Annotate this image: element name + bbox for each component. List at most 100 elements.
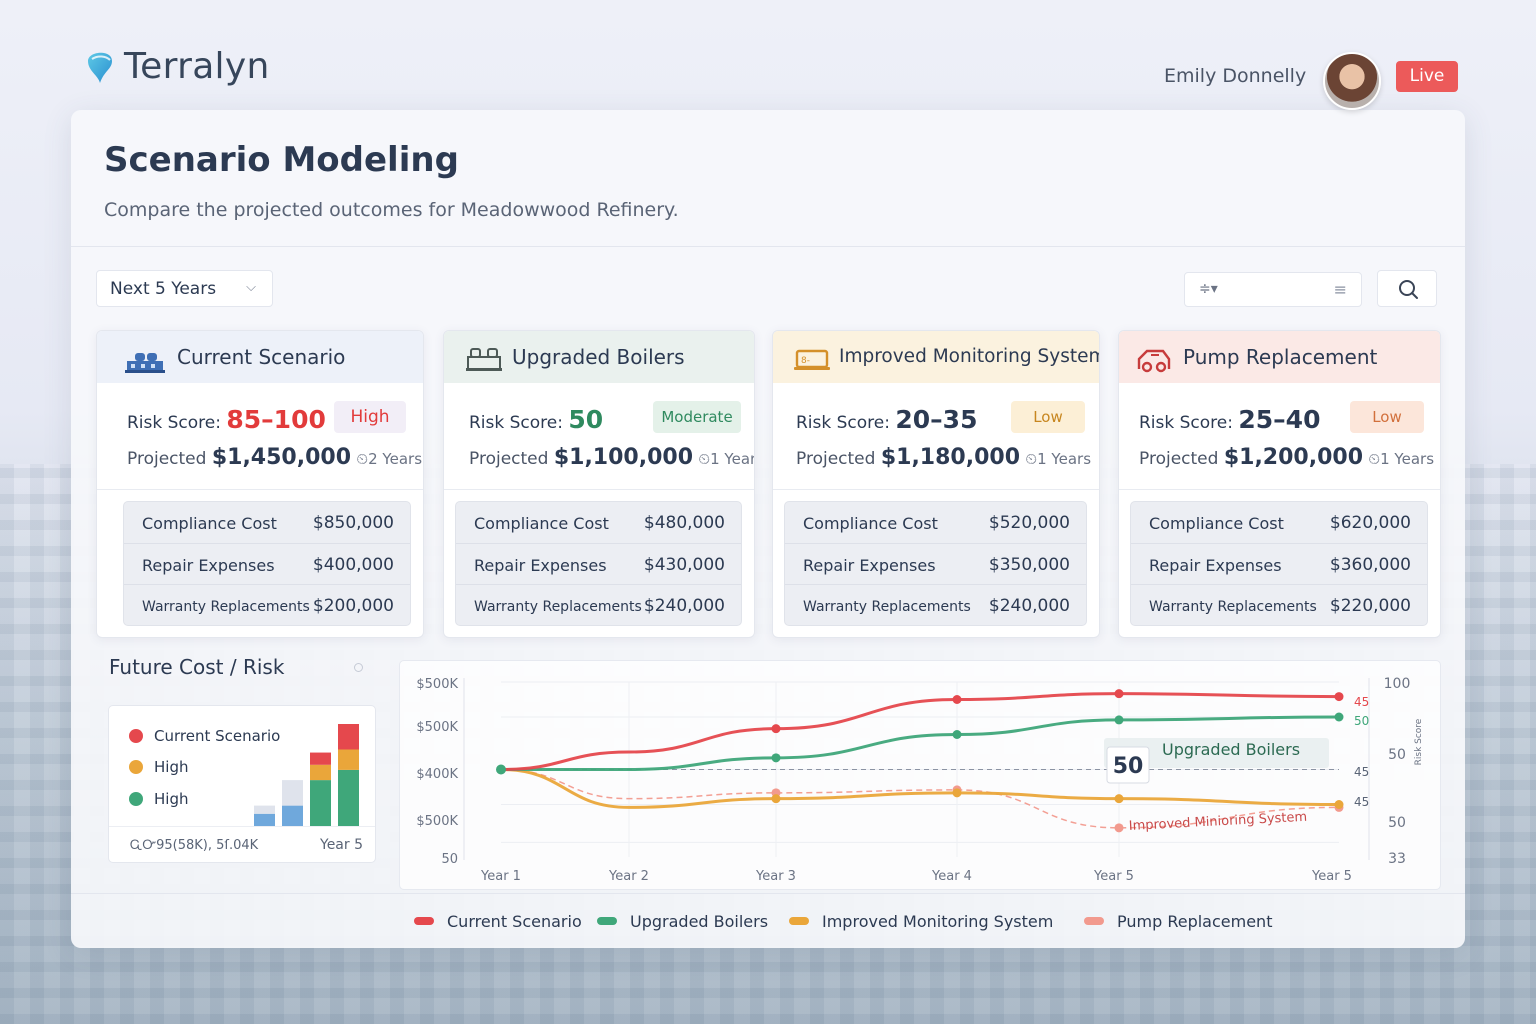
cost-label: Warranty Replacements — [142, 599, 310, 615]
stacked-bar-chart — [254, 724, 359, 826]
card-header: Upgraded Boilers — [444, 331, 754, 383]
projected-amount: $1,180,000 — [880, 445, 1021, 470]
cost-label: Compliance Cost — [1149, 514, 1284, 533]
card-divider — [773, 489, 1099, 490]
chevron-down-icon: ⌵ — [246, 280, 256, 295]
risk-label: Risk Score: — [127, 413, 221, 433]
legend-monitoring-system[interactable]: Improved Monitoring System — [789, 912, 1053, 931]
scenario-card-current[interactable]: Current Scenario Risk Score: 85–100 High… — [96, 330, 424, 638]
legend-item: High — [129, 790, 188, 808]
series-line — [500, 768, 1340, 809]
scenario-card-monitoring-system[interactable]: 8- Improved Monitoring System Risk Score… — [772, 330, 1100, 638]
card-title: Improved Monitoring System — [839, 346, 1100, 367]
avatar[interactable] — [1323, 52, 1381, 110]
future-summary-card: Current Scenario High High ᏩᏅ95(58K), 5ſ… — [108, 705, 376, 863]
cost-row: Compliance Cost $620,000 — [1131, 502, 1427, 543]
cost-label: Repair Expenses — [803, 556, 936, 575]
cost-row: Repair Expenses $430,000 — [456, 543, 741, 584]
bar-segment — [338, 769, 359, 826]
list-icon[interactable]: ≡ — [1333, 280, 1347, 299]
cost-value: $240,000 — [643, 596, 725, 616]
time-range-select[interactable]: Next 5 Years ⌵ — [96, 270, 273, 307]
page-title: Scenario Modeling — [104, 140, 459, 180]
legend-pump-replacement[interactable]: Pump Replacement — [1084, 912, 1272, 931]
card-header: 8- Improved Monitoring System — [773, 331, 1099, 383]
legend-swatch — [1084, 917, 1104, 925]
legend-label: Upgraded Boilers — [630, 912, 769, 931]
projected-years: 1 Years — [1380, 450, 1435, 468]
projected-years: 1 Years — [710, 450, 754, 468]
cost-breakdown: Compliance Cost $850,000 Repair Expenses $… — [123, 501, 411, 626]
risk-value: 20–35 — [895, 405, 978, 434]
clock-icon: ⏲ — [1368, 450, 1381, 468]
filter-icon[interactable]: ≑▾ — [1199, 281, 1218, 297]
legend-divider — [71, 893, 1465, 894]
user-name[interactable]: Emily Donnelly — [1164, 65, 1307, 87]
cost-breakdown: Compliance Cost $480,000 Repair Expenses $… — [455, 501, 742, 626]
cost-label: Warranty Replacements — [474, 599, 642, 615]
legend-label: High — [154, 790, 189, 808]
bar-segment — [254, 813, 275, 826]
risk-value: 25–40 — [1238, 405, 1321, 434]
risk-score: Risk Score: 25–40 — [1139, 405, 1320, 434]
cost-value: $620,000 — [1329, 513, 1411, 533]
y-right-axis-label: Risk Score — [1414, 718, 1424, 765]
chart-legend: Current Scenario Upgraded Boilers Improv… — [0, 908, 1536, 938]
legend-label: Current Scenario — [447, 912, 582, 931]
card-divider — [1119, 489, 1440, 490]
app-header: Terralyn Emily Donnelly Live — [0, 0, 1536, 110]
info-icon[interactable] — [354, 663, 363, 672]
point-value-label: 45 — [1354, 695, 1369, 709]
projected-label: Projected — [1139, 449, 1219, 469]
x-tick-label: Year 4 — [931, 869, 972, 884]
x-tick-label: Year 1 — [480, 869, 521, 884]
series-line — [500, 715, 1340, 771]
header-divider — [71, 246, 1465, 247]
filter-input[interactable]: ≑▾ ≡ — [1184, 272, 1362, 307]
search-button[interactable] — [1377, 270, 1437, 307]
projected-amount: $1,200,000 — [1223, 445, 1364, 470]
svg-text:8-: 8- — [801, 356, 810, 366]
cost-row: Warranty Replacements $240,000 — [785, 584, 1086, 625]
cost-breakdown: Compliance Cost $620,000 Repair Expenses $… — [1130, 501, 1428, 626]
cost-row: Repair Expenses $400,000 — [124, 543, 410, 584]
cost-row: Repair Expenses $360,000 — [1131, 543, 1427, 584]
search-icon — [1399, 280, 1418, 299]
bar-segment — [310, 780, 331, 826]
data-point — [771, 794, 781, 804]
x-tick-label: Year 5 — [1093, 869, 1134, 884]
projected-label: Projected — [469, 449, 549, 469]
data-point — [1114, 794, 1124, 804]
card-header: Current Scenario — [97, 331, 423, 383]
risk-value: 85–100 — [226, 405, 326, 434]
cost-row: Compliance Cost $520,000 — [785, 502, 1086, 543]
card-title: Current Scenario — [177, 345, 346, 369]
scenario-card-pump-replacement[interactable]: Pump Replacement Risk Score: 25–40 Low P… — [1118, 330, 1441, 638]
risk-label: Risk Score: — [796, 413, 890, 433]
callout-label: Upgraded Boilers — [1162, 740, 1300, 759]
cost-value: $520,000 — [988, 513, 1070, 533]
time-range-value: Next 5 Years — [110, 279, 217, 299]
x-tick-label: Year 2 — [608, 869, 649, 884]
risk-level-badge: High — [334, 401, 406, 433]
cost-label: Warranty Replacements — [803, 599, 971, 615]
pump-icon — [1137, 349, 1171, 373]
data-point — [952, 788, 962, 798]
cost-value: $220,000 — [1329, 596, 1411, 616]
future-cost-line-chart: $500K $500K $400K $500K 50 100 50 50 33 Risk Scor… — [416, 676, 1424, 884]
risk-label: Risk Score: — [1139, 413, 1233, 433]
legend-current-scenario[interactable]: Current Scenario — [414, 912, 582, 931]
data-point — [1114, 715, 1124, 725]
data-point — [1114, 823, 1124, 833]
legend-label: Current Scenario — [154, 727, 281, 745]
legend-item: High — [129, 758, 188, 776]
scenario-card-upgraded-boilers[interactable]: Upgraded Boilers Risk Score: 50 Moderate… — [443, 330, 755, 638]
legend-swatch — [129, 760, 143, 774]
cost-value: $350,000 — [988, 555, 1070, 575]
app-logo[interactable]: Terralyn — [84, 46, 270, 87]
data-point — [1334, 692, 1344, 702]
projected-years: 2 Years — [368, 450, 423, 468]
legend-upgraded-boilers[interactable]: Upgraded Boilers — [597, 912, 768, 931]
summary-footer-year: Year 5 — [320, 837, 363, 853]
y-right-tick-label: 50 — [1388, 747, 1406, 763]
